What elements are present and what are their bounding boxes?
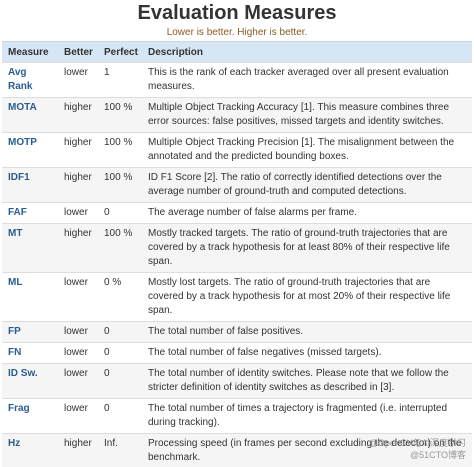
- perfect: 0: [98, 363, 142, 399]
- perfect: 0: [98, 398, 142, 434]
- perfect: 0: [98, 342, 142, 364]
- measure-name: FN: [2, 342, 58, 364]
- better: lower: [58, 363, 98, 399]
- perfect: Inf.: [98, 433, 142, 467]
- perfect: 100 %: [98, 223, 142, 273]
- table-row: FAF lower 0 The average number of false ala…: [2, 202, 472, 224]
- measure-name: IDF1: [2, 167, 58, 203]
- description: The total number of identity switches. P…: [142, 363, 472, 399]
- better: higher: [58, 132, 98, 168]
- description: The total number of false negatives (mis…: [142, 342, 472, 364]
- description: ID F1 Score [2]. The ratio of correctly …: [142, 167, 472, 203]
- perfect: 0: [98, 202, 142, 224]
- description: Multiple Object Tracking Accuracy [1]. T…: [142, 97, 472, 133]
- better: higher: [58, 433, 98, 467]
- description: Processing speed (in frames per second e…: [142, 433, 472, 467]
- better: lower: [58, 62, 98, 98]
- perfect: 100 %: [98, 132, 142, 168]
- table-row: MT higher 100 % Mostly tracked targets. The…: [2, 223, 472, 273]
- description: The average number of false alarms per f…: [142, 202, 472, 224]
- column-header: Perfect: [98, 41, 142, 63]
- measure-name: ID Sw.: [2, 363, 58, 399]
- measure-name: Frag: [2, 398, 58, 434]
- table-row: FP lower 0 The total number of false positi…: [2, 321, 472, 343]
- better: lower: [58, 272, 98, 322]
- better: higher: [58, 223, 98, 273]
- measure-name: MOTA: [2, 97, 58, 133]
- description: Multiple Object Tracking Precision [1]. …: [142, 132, 472, 168]
- table-body: Avg Rank lower 1 This is the rank of each t…: [2, 62, 472, 467]
- watermark: @OpenCV与AI深度学习: [368, 438, 466, 448]
- watermark: @51CTO博客: [410, 450, 466, 460]
- description: The total number of false positives.: [142, 321, 472, 343]
- better: lower: [58, 321, 98, 343]
- perfect: 0 %: [98, 272, 142, 322]
- table-row: IDF1 higher 100 % ID F1 Score [2]. The rati…: [2, 167, 472, 203]
- better: higher: [58, 97, 98, 133]
- table-row: Frag lower 0 The total number of times a tr…: [2, 398, 472, 434]
- table-row: MOTP higher 100 % Multiple Object Tracking …: [2, 132, 472, 168]
- table-row: ML lower 0 % Mostly lost targets. The ratio…: [2, 272, 472, 322]
- description: The total number of times a trajectory i…: [142, 398, 472, 434]
- column-header: Better: [58, 41, 98, 63]
- measure-name: MT: [2, 223, 58, 273]
- measure-name: ML: [2, 272, 58, 322]
- table-row: FN lower 0 The total number of false negati…: [2, 342, 472, 364]
- measure-name: FAF: [2, 202, 58, 224]
- subtitle: Lower is better. Higher is better.: [166, 27, 308, 38]
- description: This is the rank of each tracker average…: [142, 62, 472, 98]
- perfect: 100 %: [98, 167, 142, 203]
- measure-name: Hz: [2, 433, 58, 467]
- description: Mostly tracked targets. The ratio of gro…: [142, 223, 472, 273]
- measure-name: FP: [2, 321, 58, 343]
- better: lower: [58, 398, 98, 434]
- better: lower: [58, 342, 98, 364]
- better: lower: [58, 202, 98, 224]
- table-row: Hz higher Inf. Processing speed (in frames …: [2, 433, 472, 467]
- perfect: 1: [98, 62, 142, 98]
- measure-name: MOTP: [2, 132, 58, 168]
- table-row: Avg Rank lower 1 This is the rank of each t…: [2, 62, 472, 98]
- perfect: 100 %: [98, 97, 142, 133]
- better: higher: [58, 167, 98, 203]
- measures-table: Measure Better Perfect Description Avg Rank…: [2, 41, 472, 467]
- column-header: Measure: [2, 41, 58, 63]
- description: Mostly lost targets. The ratio of ground…: [142, 272, 472, 322]
- column-header: Description: [142, 41, 472, 63]
- table-row: MOTA higher 100 % Multiple Object Tracking …: [2, 97, 472, 133]
- measure-name: Avg Rank: [2, 62, 58, 98]
- perfect: 0: [98, 321, 142, 343]
- title: Evaluation Measures: [137, 2, 337, 24]
- table-row: ID Sw. lower 0 The total number of identity…: [2, 363, 472, 399]
- header-row: Measure Better Perfect Description: [2, 41, 472, 63]
